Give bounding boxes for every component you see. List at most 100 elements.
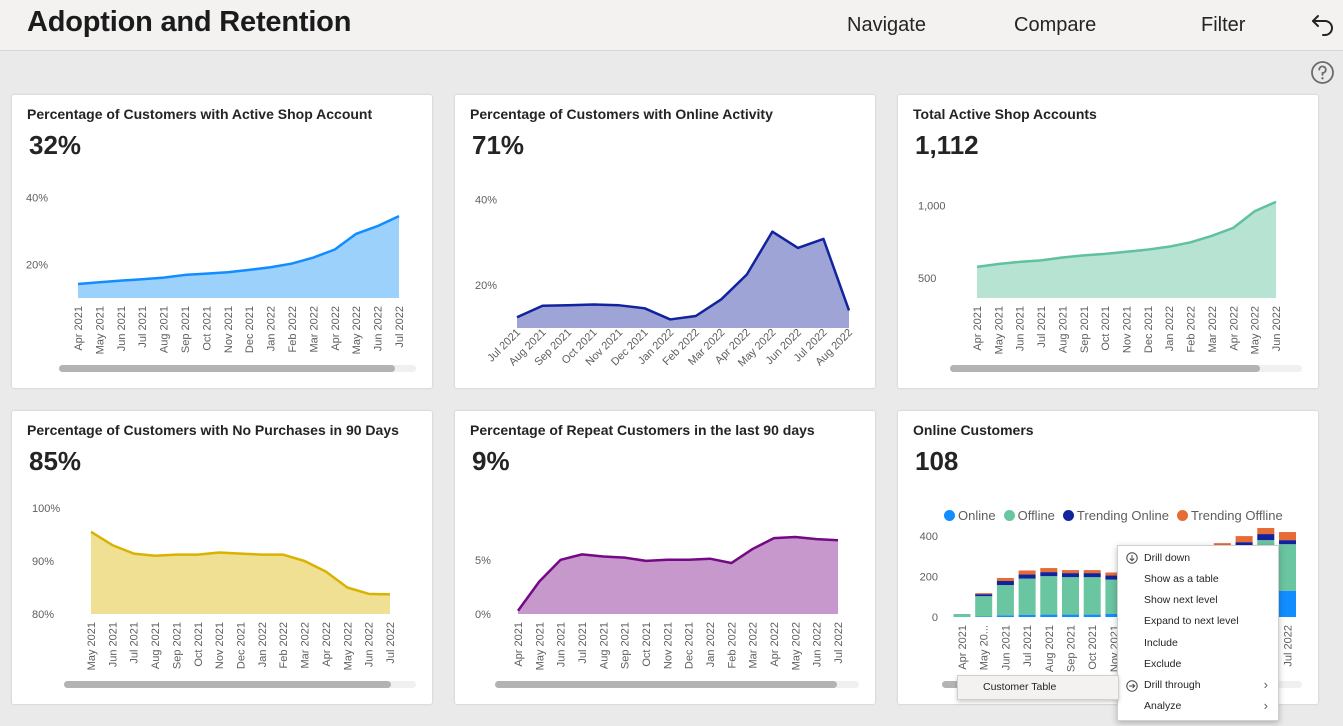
bar-segment[interactable] <box>996 585 1014 616</box>
area-chart: 0% 5% Apr 2021 May 2021 Jun 2021 Jul 2021 Aug … <box>475 535 845 670</box>
bar-segment[interactable] <box>1279 532 1296 541</box>
bar-segment[interactable] <box>1105 572 1123 576</box>
scrollbar-thumb[interactable] <box>64 681 392 688</box>
bar-segment[interactable] <box>975 616 993 617</box>
x-tick-label: May 2022 <box>342 622 354 670</box>
x-tick-label: Nov 2021 <box>214 622 226 669</box>
y-tick-label: 80% <box>32 609 54 621</box>
horizontal-scrollbar[interactable] <box>495 681 859 688</box>
drill-through-submenu[interactable]: Customer Table <box>957 675 1119 700</box>
bar-segment[interactable] <box>1083 573 1101 578</box>
bar-segment[interactable] <box>1083 577 1101 615</box>
series-line <box>976 200 1277 269</box>
kpi-card-no-purchases[interactable]: Percentage of Customers with No Purchase… <box>12 411 432 704</box>
scrollbar-thumb[interactable] <box>942 681 962 688</box>
page-title: Adoption and Retention <box>27 6 352 38</box>
series-line <box>90 530 391 596</box>
bar-segment[interactable] <box>1235 536 1253 543</box>
bar-segment[interactable] <box>1279 590 1296 617</box>
x-tick-label: Feb 2022 <box>1186 306 1198 352</box>
menu-item-label: Analyze <box>1144 700 1182 712</box>
menu-item-analyze[interactable]: Analyze <box>1144 696 1268 717</box>
bar-segment[interactable] <box>1018 570 1036 575</box>
menu-item-expand-next-level[interactable]: Expand to next level <box>1144 615 1239 627</box>
bar-segment[interactable] <box>1083 614 1101 617</box>
menu-item-show-next-level[interactable]: Show next level <box>1144 594 1218 606</box>
bar-segment[interactable] <box>1105 575 1123 580</box>
bar-segment[interactable] <box>1062 577 1079 615</box>
bar-segment[interactable] <box>1062 614 1079 617</box>
x-tick-label: May 2021 <box>993 306 1005 354</box>
x-tick-label: Jun 2022 <box>373 306 385 351</box>
y-tick-label: 40% <box>475 195 497 207</box>
bar-segment[interactable] <box>996 580 1014 586</box>
y-tick-label: 0 <box>932 612 938 624</box>
x-tick-label: May 2021 <box>94 306 106 354</box>
kpi-card-repeat-customers[interactable]: Percentage of Repeat Customers in the la… <box>455 411 875 704</box>
x-tick-label: Apr 2021 <box>513 622 525 667</box>
help-icon[interactable] <box>1310 60 1335 85</box>
menu-item-exclude[interactable]: Exclude <box>1144 658 1182 670</box>
x-tick-label: Jan 2022 <box>257 622 269 667</box>
filter-button[interactable]: Filter <box>1201 14 1246 36</box>
legend-item[interactable]: Online <box>944 508 996 523</box>
bar-segment[interactable] <box>975 594 993 597</box>
horizontal-scrollbar[interactable] <box>64 681 416 688</box>
bar-segment[interactable] <box>1040 568 1058 573</box>
bar-segment[interactable] <box>1018 574 1036 579</box>
legend-item[interactable]: Offline <box>1003 508 1055 523</box>
scrollbar-thumb[interactable] <box>495 681 838 688</box>
bar-segment[interactable] <box>996 615 1014 617</box>
series-area <box>518 537 838 614</box>
bar-segment[interactable] <box>1040 576 1058 615</box>
x-tick-label: May 2022 <box>1250 306 1262 354</box>
y-tick-label: 0% <box>475 609 491 621</box>
menu-item-drill-through[interactable]: Drill through <box>1144 675 1268 696</box>
legend-item[interactable]: Trending Online <box>1062 508 1169 523</box>
x-tick-label: Apr 2021 <box>957 625 969 670</box>
bar-segment[interactable] <box>1018 614 1036 617</box>
scrollbar-thumb[interactable] <box>950 365 1260 372</box>
menu-item-include[interactable]: Include <box>1144 637 1178 649</box>
bar-segment[interactable] <box>975 593 993 595</box>
series-area <box>78 216 399 298</box>
y-tick-label: 500 <box>918 273 936 285</box>
back-icon[interactable] <box>1308 10 1338 40</box>
horizontal-scrollbar[interactable] <box>950 365 1302 372</box>
bar-segment[interactable] <box>975 596 993 617</box>
compare-button[interactable]: Compare <box>1014 14 1097 36</box>
bar-segment[interactable] <box>1279 544 1296 591</box>
bar-segment[interactable] <box>1257 534 1275 541</box>
submenu-item-customer-table[interactable]: Customer Table <box>983 681 1057 693</box>
kpi-card-active-shop-account[interactable]: Percentage of Customers with Active Shop… <box>12 95 432 388</box>
bar-segment[interactable] <box>1257 528 1275 535</box>
x-tick-label: Apr 2022 <box>1228 306 1240 351</box>
area-chart: 20% 40% Apr 2021 May 2021 Jun 2021 Jul 2021 Au… <box>26 193 406 355</box>
menu-item-show-as-table[interactable]: Show as a table <box>1144 573 1219 585</box>
bar-segment[interactable] <box>1062 570 1079 574</box>
bar-segment[interactable] <box>1279 540 1296 545</box>
x-tick-label: Sep 2021 <box>620 622 632 669</box>
bar-segment[interactable] <box>1040 614 1058 617</box>
bar-segment[interactable] <box>1083 570 1101 574</box>
kpi-card-total-active-shop-accounts[interactable]: Total Active Shop Accounts 1,112 500 1,00… <box>898 95 1318 388</box>
horizontal-scrollbar[interactable] <box>59 365 416 372</box>
scrollbar-thumb[interactable] <box>59 365 395 372</box>
bar-segment[interactable] <box>1040 572 1058 577</box>
bar-segment[interactable] <box>1062 573 1079 578</box>
x-tick-label: Jul 2022 <box>1283 625 1295 667</box>
bar-segment[interactable] <box>1018 578 1036 615</box>
bar-segment[interactable] <box>953 613 971 617</box>
x-tick-label: Jul 2021 <box>577 622 589 664</box>
menu-item-drill-down[interactable]: Drill down <box>1144 552 1191 564</box>
kpi-card-online-activity[interactable]: Percentage of Customers with Online Acti… <box>455 95 875 388</box>
x-tick-label: Aug 2021 <box>150 622 162 669</box>
bar-segment[interactable] <box>996 577 1014 581</box>
bar-segment[interactable] <box>1105 613 1123 617</box>
legend-item[interactable]: Trending Offline <box>1176 508 1283 523</box>
x-tick-label: Oct 2021 <box>193 622 205 667</box>
navigate-button[interactable]: Navigate <box>847 14 926 36</box>
drill-through-icon <box>1126 680 1138 692</box>
x-tick-label: May 2021 <box>534 622 546 670</box>
